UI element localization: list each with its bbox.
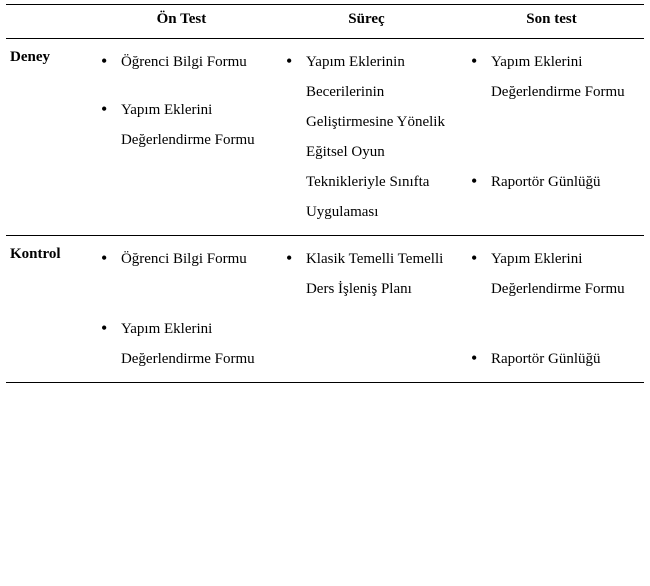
cell-kontrol-surec: Klasik Temelli Temelli Ders İşleniş Plan…: [274, 236, 459, 383]
cell-kontrol-on-test: Öğrenci Bilgi Formu Yapım Eklerini Değer…: [89, 236, 274, 383]
list-item: Yapım Eklerini Değerlendirme Formu: [93, 314, 270, 374]
list-item: Yapım Eklerinin Becerilerinin Geliştirme…: [278, 47, 455, 227]
bullet-list: Öğrenci Bilgi Formu Yapım Eklerini Değer…: [93, 47, 270, 155]
table-row: Kontrol Öğrenci Bilgi Formu Yapım Ekleri…: [6, 236, 644, 383]
table-row: Deney Öğrenci Bilgi Formu Yapım Eklerini…: [6, 39, 644, 236]
cell-deney-son-test: Yapım Eklerini Değerlendirme Formu Rapor…: [459, 39, 644, 236]
cell-deney-surec: Yapım Eklerinin Becerilerinin Geliştirme…: [274, 39, 459, 236]
bullet-list: Yapım Eklerinin Becerilerinin Geliştirme…: [278, 47, 455, 227]
list-item: Raportör Günlüğü: [463, 344, 640, 374]
list-item: Öğrenci Bilgi Formu: [93, 244, 270, 274]
list-item: Yapım Eklerini Değerlendirme Formu: [93, 95, 270, 155]
bullet-list: Öğrenci Bilgi Formu Yapım Eklerini Değer…: [93, 244, 270, 374]
header-empty: [6, 5, 89, 39]
bullet-list: Klasik Temelli Temelli Ders İşleniş Plan…: [278, 244, 455, 304]
cell-deney-on-test: Öğrenci Bilgi Formu Yapım Eklerini Değer…: [89, 39, 274, 236]
bullet-list: Yapım Eklerini Değerlendirme Formu Rapor…: [463, 244, 640, 374]
row-label-kontrol: Kontrol: [6, 236, 89, 383]
header-on-test: Ön Test: [89, 5, 274, 39]
list-item: Raportör Günlüğü: [463, 167, 640, 197]
header-surec: Süreç: [274, 5, 459, 39]
row-label-deney: Deney: [6, 39, 89, 236]
list-item: Öğrenci Bilgi Formu: [93, 47, 270, 77]
list-item: Yapım Eklerini Değerlendirme Formu: [463, 47, 640, 107]
cell-kontrol-son-test: Yapım Eklerini Değerlendirme Formu Rapor…: [459, 236, 644, 383]
list-item: Yapım Eklerini Değerlendirme Formu: [463, 244, 640, 304]
bullet-list: Yapım Eklerini Değerlendirme Formu Rapor…: [463, 47, 640, 197]
study-design-table: Ön Test Süreç Son test Deney Öğrenci Bil…: [6, 4, 644, 383]
list-item: Klasik Temelli Temelli Ders İşleniş Plan…: [278, 244, 455, 304]
header-son-test: Son test: [459, 5, 644, 39]
table-header-row: Ön Test Süreç Son test: [6, 5, 644, 39]
